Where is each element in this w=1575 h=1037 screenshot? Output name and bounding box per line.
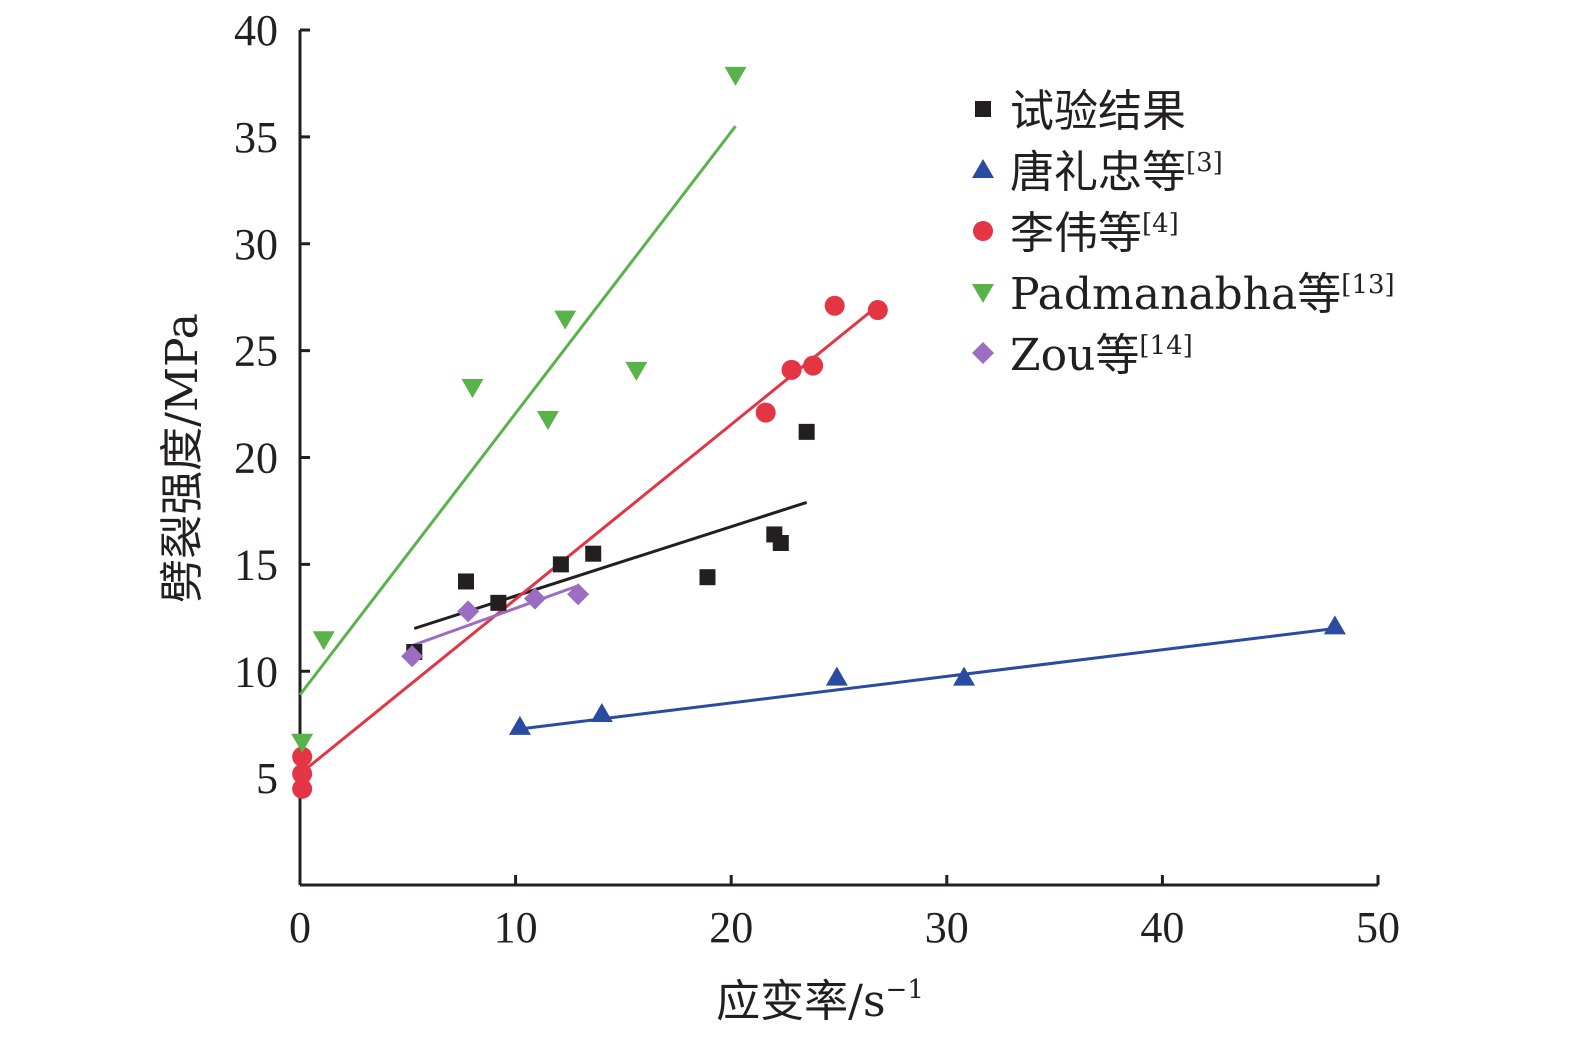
legend-marker (972, 284, 994, 303)
legend-marker (972, 159, 994, 178)
data-point (552, 556, 569, 573)
legend-label: 试验结果 (1010, 86, 1186, 137)
data-point (1323, 615, 1346, 635)
data-point (567, 583, 590, 606)
legend-label: Zou等[14] (1010, 330, 1193, 381)
data-point (825, 666, 848, 686)
legend-label: 唐礼忠等[3] (1010, 147, 1223, 198)
y-tick-label: 25 (234, 327, 278, 376)
y-axis-title: 劈裂强度/MPa (157, 313, 208, 603)
legend-marker (972, 342, 994, 364)
data-point (292, 763, 313, 784)
data-point (699, 569, 716, 586)
data-point (536, 411, 559, 431)
data-point (953, 666, 976, 686)
fit-lines (298, 125, 1336, 776)
data-point (625, 361, 648, 381)
x-tick-label: 0 (289, 903, 311, 952)
data-point (401, 645, 424, 668)
x-tick-label: 30 (925, 903, 969, 952)
data-point (724, 66, 747, 86)
legend-label: Padmanabha等[13] (1010, 269, 1395, 320)
ticks (298, 28, 1380, 885)
data-point (590, 703, 613, 722)
data-point (312, 631, 335, 651)
y-tick-label: 15 (234, 540, 278, 589)
y-tick-label: 30 (234, 220, 278, 269)
fit-line (413, 500, 808, 630)
data-point (458, 573, 475, 590)
fit-line (519, 627, 1336, 731)
x-tick-label: 10 (494, 903, 538, 952)
data-point (292, 746, 313, 767)
data-point (803, 355, 824, 376)
data-point (457, 600, 480, 623)
data-point (755, 402, 776, 423)
y-tick-label: 40 (234, 6, 278, 55)
legend-label: 李伟等[4] (1010, 208, 1179, 259)
data-point (291, 733, 314, 753)
fit-line (298, 125, 737, 696)
legend-marker (975, 101, 991, 117)
legend-marker (973, 221, 993, 241)
data-point (292, 778, 313, 799)
data-point (524, 587, 547, 610)
y-tick-label: 5 (256, 754, 278, 803)
fit-line (299, 304, 879, 776)
data-point (824, 295, 845, 316)
y-tick-label: 10 (234, 647, 278, 696)
data-point (798, 423, 815, 440)
data-point (508, 715, 531, 735)
data-point (554, 310, 577, 330)
data-point (461, 378, 484, 398)
data-point (585, 545, 602, 562)
x-axis-title: 应变率/s−1 (716, 975, 924, 1027)
x-tick-label: 40 (1140, 903, 1184, 952)
y-tick-label: 35 (234, 113, 278, 162)
y-tick-label: 20 (234, 434, 278, 483)
tick-labels: 0 10 20 30 40 50 5 10 15 20 25 30 35 40 (234, 6, 1400, 952)
data-point (781, 359, 802, 380)
x-tick-label: 50 (1356, 903, 1400, 952)
data-point (772, 535, 789, 551)
data-point (490, 594, 507, 611)
data-markers (291, 66, 1346, 799)
fit-line (411, 584, 579, 648)
data-point (867, 300, 888, 321)
x-tick-label: 20 (709, 903, 753, 952)
